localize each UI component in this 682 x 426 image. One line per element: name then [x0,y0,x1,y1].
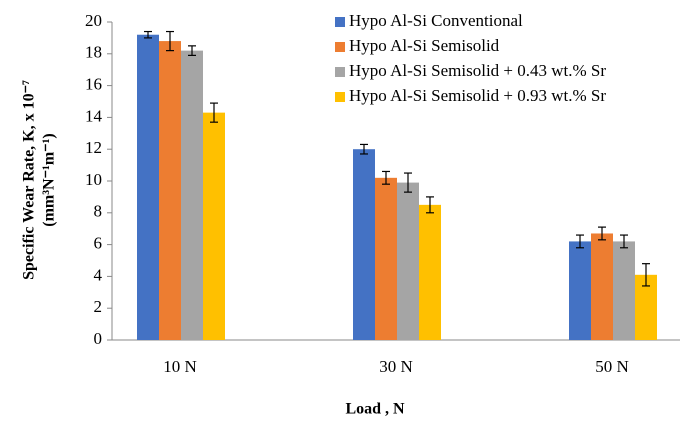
bar [137,34,159,340]
y-tick-label: 16 [85,75,102,94]
bar [613,241,635,340]
bar [591,233,613,340]
error-bar [360,143,368,155]
y-tick-label: 12 [85,138,102,157]
bar [353,149,375,340]
y-tick-label: 6 [94,234,103,253]
bar [569,241,591,340]
legend-swatch [335,67,345,77]
error-bar [642,263,650,287]
legend-label: Hypo Al-Si Conventional [349,11,523,30]
bar [181,50,203,341]
legend-swatch [335,42,345,52]
bar [159,41,181,341]
y-tick-label: 2 [94,297,103,316]
legend-label: Hypo Al-Si Semisolid [349,36,500,55]
y-tick-label: 0 [94,329,103,348]
error-bar [426,196,434,214]
bar [419,204,441,340]
bar [203,112,225,340]
bar [397,182,419,340]
error-bar [210,102,218,123]
error-bar [144,30,152,39]
error-bar [576,234,584,249]
legend-swatch [335,92,345,102]
y-tick-label: 4 [94,265,103,284]
legend-label: Hypo Al-Si Semisolid + 0.43 wt.% Sr [349,61,606,80]
y-tick-label: 18 [85,43,102,62]
y-tick-label: 14 [85,106,103,125]
y-axis-title: Specific Wear Rate, K, x 10⁻⁷ [21,80,38,280]
x-tick-label: 50 N [595,357,629,376]
error-bar [188,45,196,56]
x-axis-title: Load , N [345,401,405,418]
bar [375,177,397,340]
x-tick-label: 30 N [379,357,413,376]
error-bar [620,234,628,249]
y-tick-label: 10 [85,170,102,189]
bar [635,274,657,340]
y-tick-label: 20 [85,11,102,30]
legend-label: Hypo Al-Si Semisolid + 0.93 wt.% Sr [349,86,606,105]
legend-swatch [335,17,345,27]
error-bar [166,30,174,52]
y-tick-label: 8 [94,202,103,221]
error-bar [382,170,390,185]
error-bar [598,226,606,241]
error-bar [404,172,412,193]
y-axis-title: (mm³N⁻¹m⁻¹) [41,133,58,226]
x-tick-label: 10 N [163,357,197,376]
